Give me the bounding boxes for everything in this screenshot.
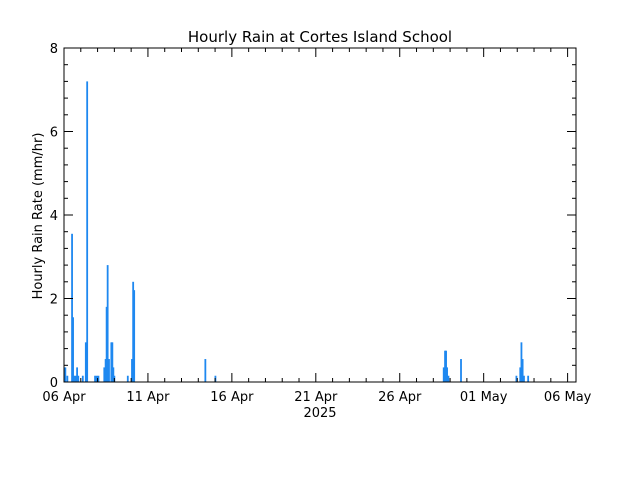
x-axis-label: 2025 xyxy=(303,406,336,421)
rain-bar xyxy=(106,265,109,382)
rain-bar xyxy=(515,375,518,382)
rain-bar xyxy=(95,375,98,382)
rain-bar xyxy=(447,375,450,382)
rain-bar xyxy=(131,359,133,382)
x-tick-label: 06 May xyxy=(544,390,592,405)
x-tick-label: 01 May xyxy=(460,390,508,405)
rain-bar xyxy=(520,342,523,382)
plot-frame xyxy=(63,47,577,383)
rain-bar xyxy=(519,367,522,382)
rain-bar xyxy=(445,350,447,382)
x-tick-label: 06 Apr xyxy=(42,390,86,405)
rain-bar xyxy=(133,290,136,382)
y-axis-label: Hourly Rain Rate (mm/hr) xyxy=(31,133,46,300)
y-tick-label: 2 xyxy=(50,293,58,308)
x-tick-label: 21 Apr xyxy=(294,390,338,405)
rain-bar xyxy=(132,281,135,382)
chart-title: Hourly Rain at Cortes Island School xyxy=(188,28,452,46)
rain-bar xyxy=(521,359,524,382)
rain-bar xyxy=(442,367,445,382)
rain-bar xyxy=(97,375,100,382)
rain-bar xyxy=(104,359,107,382)
rain-bar xyxy=(77,375,80,382)
y-tick-label: 0 xyxy=(50,376,58,391)
rain-bar xyxy=(94,375,96,382)
rain-bar xyxy=(103,367,106,382)
rain-bar xyxy=(446,367,448,382)
rain-bar xyxy=(112,367,115,382)
rain-bar xyxy=(111,342,114,382)
rain-bar xyxy=(66,375,69,382)
rain-bar xyxy=(460,359,462,382)
rain-bar xyxy=(126,375,129,382)
rain-bar xyxy=(86,81,89,383)
rain-bar xyxy=(73,375,75,382)
rain-bar xyxy=(444,350,446,382)
rain-bar xyxy=(71,233,73,382)
rain-bar xyxy=(527,375,530,382)
rain-bar xyxy=(110,342,113,382)
rain-bar xyxy=(64,367,67,382)
x-tick-label: 16 Apr xyxy=(210,390,254,405)
rain-bar xyxy=(74,375,77,382)
rain-bar xyxy=(204,359,207,382)
axes-group: 0 2 4 6 8 06 Apr 11 Apr 16 Apr 21 Apr 26 Apr 01 Ma… xyxy=(42,42,591,405)
x-tick-label: 11 Apr xyxy=(126,390,170,405)
y-tick-label: 6 xyxy=(50,126,58,141)
rain-bar xyxy=(72,317,74,382)
y-tick-label: 8 xyxy=(50,42,58,57)
rain-bar xyxy=(108,359,110,382)
y-tick-label: 4 xyxy=(50,209,58,224)
rain-bar xyxy=(76,367,78,382)
rain-bar xyxy=(81,375,84,382)
rain-bar xyxy=(523,375,525,382)
x-tick-label: 26 Apr xyxy=(378,390,422,405)
rain-bar xyxy=(84,342,87,382)
rain-bar xyxy=(105,306,108,382)
bars-group xyxy=(64,81,530,383)
